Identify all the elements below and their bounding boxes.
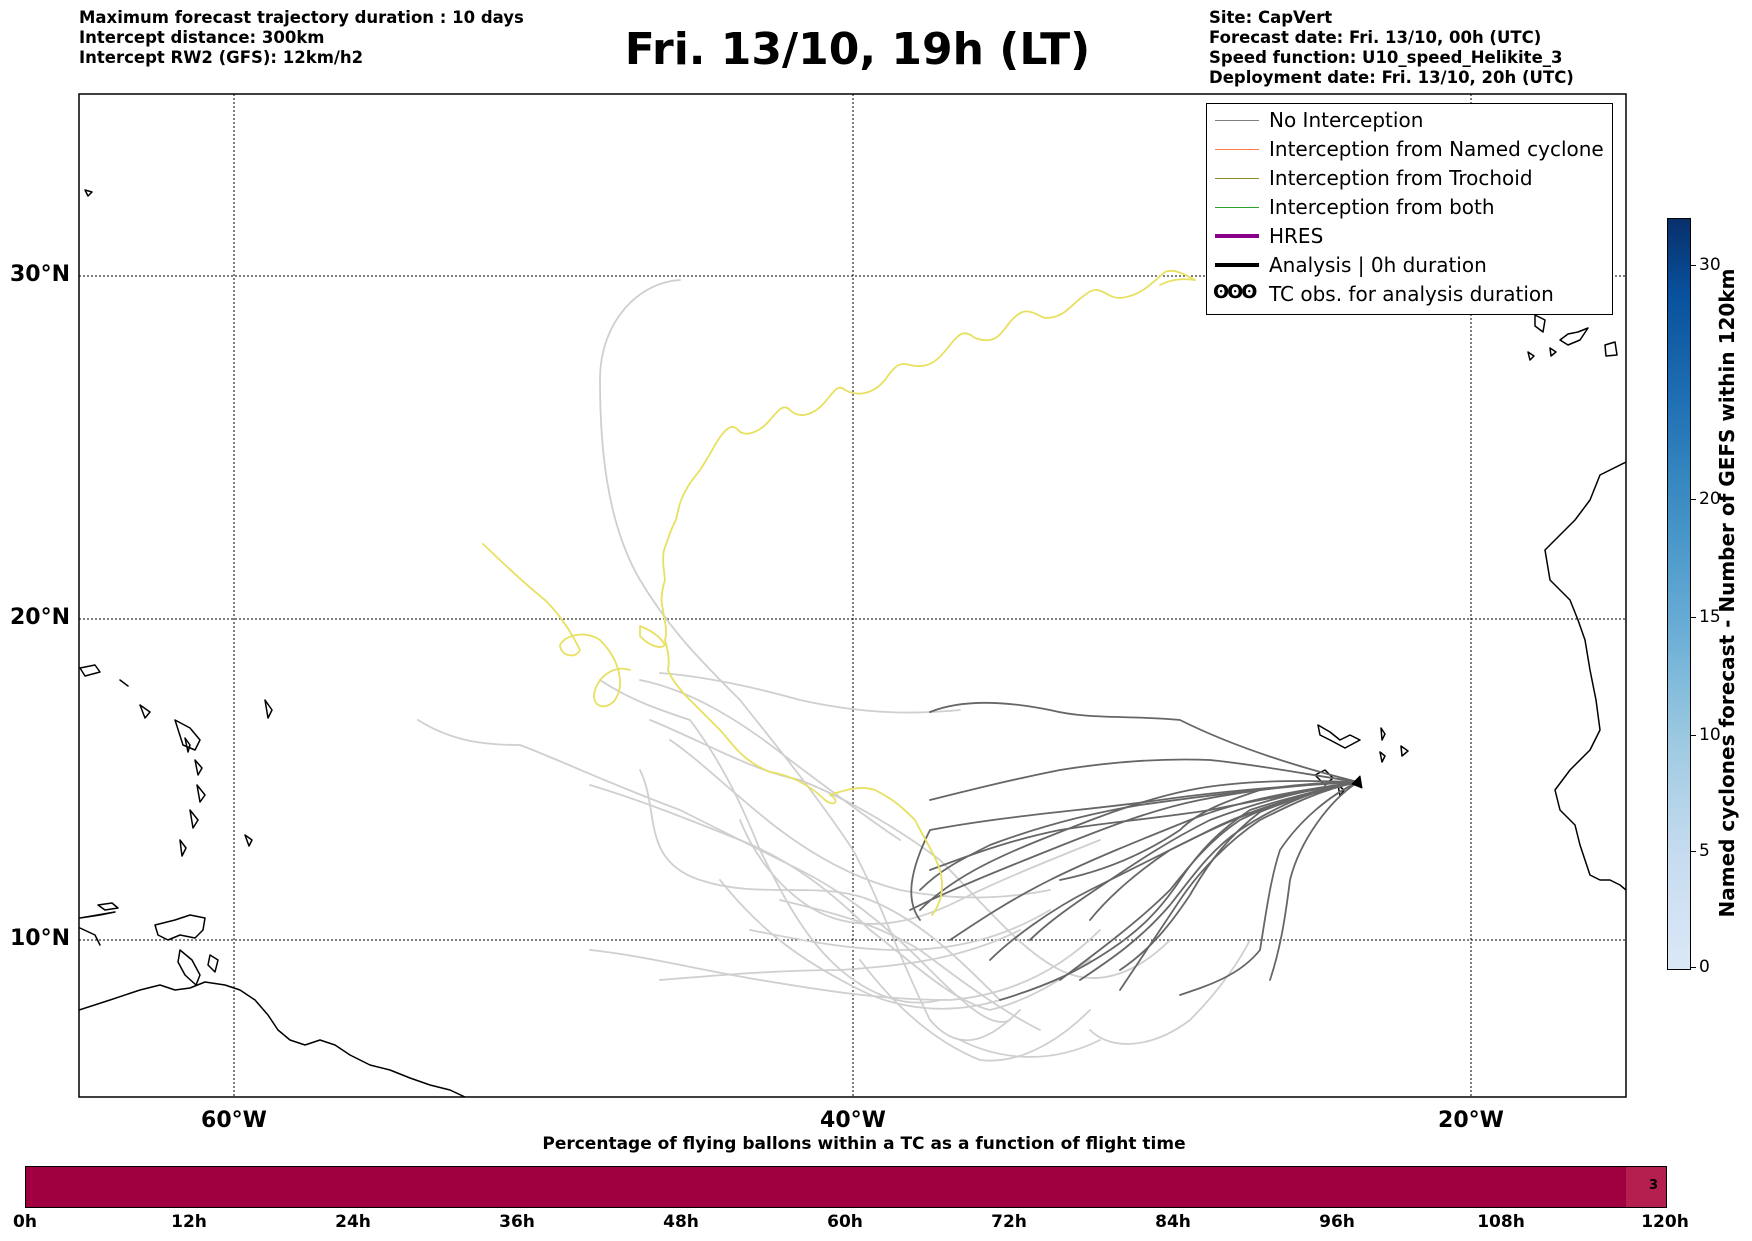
lat-label-10n: 10°N [10, 926, 71, 951]
lon-label-40w: 40°W [820, 1108, 886, 1133]
colorbar-tick [1690, 967, 1696, 968]
colorbar-tick [1690, 499, 1696, 500]
site-marker-capvert [1351, 775, 1363, 789]
legend-item-tc-obs: ʘʘʘ TC obs. for analysis duration [1207, 281, 1612, 307]
colorbar-label-30: 30 [1699, 255, 1721, 275]
trajectory-yellow-trochoid [482, 269, 1196, 916]
header-line-intercept-rw2: Intercept RW2 (GFS): 12km/h2 [79, 48, 364, 67]
flight-time-bar: 3 [25, 1166, 1667, 1208]
lon-label-20w: 20°W [1438, 1108, 1504, 1133]
legend-swatch [1215, 178, 1259, 179]
header-line-deployment-date: Deployment date: Fri. 13/10, 20h (UTC) [1209, 68, 1574, 87]
legend-item-hres: HRES [1207, 223, 1612, 249]
coastlines [79, 189, 1626, 1097]
flight-tick-60h: 60h [827, 1212, 863, 1232]
lat-label-20n: 20°N [10, 605, 71, 630]
colorbar-tick [1690, 851, 1696, 852]
legend-swatch [1215, 207, 1259, 208]
header-line-duration: Maximum forecast trajectory duration : 1… [79, 8, 524, 27]
legend-item-named-cyclone: Interception from Named cyclone [1207, 136, 1612, 162]
colorbar-label-5: 5 [1699, 841, 1710, 861]
flight-tick-48h: 48h [663, 1212, 699, 1232]
legend-label: TC obs. for analysis duration [1269, 282, 1554, 306]
coastline-south-america [79, 981, 466, 1097]
colorbar-label-20: 20 [1699, 489, 1721, 509]
flight-tick-24h: 24h [335, 1212, 371, 1232]
trajectories-no-interception [909, 701, 1359, 1001]
legend-item-trochoid: Interception from Trochoid [1207, 165, 1612, 191]
coastline-canary-islands [1527, 314, 1618, 361]
legend-item-both: Interception from both [1207, 194, 1612, 220]
legend-item-analysis: Analysis | 0h duration [1207, 252, 1612, 278]
tc-symbol-icon: ʘʘʘ [1213, 281, 1257, 303]
legend-label: Interception from both [1269, 195, 1495, 219]
flight-tick-108h: 108h [1477, 1212, 1525, 1232]
flight-tick-72h: 72h [991, 1212, 1027, 1232]
header-line-site: Site: CapVert [1209, 8, 1333, 27]
flight-bar-title: Percentage of flying ballons within a TC… [542, 1134, 1186, 1154]
colorbar-tick [1690, 735, 1696, 736]
flight-tick-120h: 120h [1641, 1212, 1689, 1232]
colorbar-tick [1690, 617, 1696, 618]
legend-label: Interception from Named cyclone [1269, 137, 1604, 161]
legend-label: Analysis | 0h duration [1269, 253, 1487, 277]
flight-tick-0h: 0h [13, 1212, 37, 1232]
coastline-west-edge [84, 189, 93, 197]
header-info-left: Maximum forecast trajectory duration : 1… [79, 8, 524, 68]
flight-tick-96h: 96h [1319, 1212, 1355, 1232]
colorbar-title: Named cyclones forecast - Number of GEFS… [1715, 268, 1739, 918]
colorbar-label-10: 10 [1699, 725, 1721, 745]
lat-label-30n: 30°N [10, 262, 71, 287]
header-line-speed-function: Speed function: U10_speed_Helikite_3 [1209, 48, 1563, 67]
coastline-africa [1544, 461, 1626, 891]
coastline-caribbean-islands [79, 902, 219, 986]
flight-tick-12h: 12h [171, 1212, 207, 1232]
legend-swatch [1215, 234, 1259, 238]
header-info-right: Site: CapVert Forecast date: Fri. 13/10,… [1209, 8, 1574, 88]
lon-label-60w: 60°W [201, 1108, 267, 1133]
legend-label: HRES [1269, 224, 1324, 248]
colorbar-gefs-count [1667, 218, 1691, 970]
map-legend: No Interception Interception from Named … [1206, 103, 1613, 315]
colorbar-label-0: 0 [1699, 957, 1710, 977]
header-line-intercept-distance: Intercept distance: 300km [79, 28, 325, 47]
coastline-lesser-antilles [79, 664, 273, 857]
page-title: Fri. 13/10, 19h (LT) [624, 24, 1091, 75]
trajectories-no-interception-faded [417, 279, 1251, 1062]
flight-bar-count: 3 [1648, 1178, 1658, 1193]
map-frame [78, 93, 1627, 1098]
flight-tick-36h: 36h [499, 1212, 535, 1232]
legend-swatch [1215, 120, 1259, 121]
legend-item-no-interception: No Interception [1207, 107, 1612, 133]
legend-swatch [1215, 263, 1259, 267]
colorbar-label-15: 15 [1699, 607, 1721, 627]
colorbar-tick [1690, 265, 1696, 266]
legend-label: Interception from Trochoid [1269, 166, 1533, 190]
flight-bar-last-cell: 3 [1626, 1167, 1666, 1207]
flight-tick-84h: 84h [1155, 1212, 1191, 1232]
header-line-forecast-date: Forecast date: Fri. 13/10, 00h (UTC) [1209, 28, 1542, 47]
legend-label: No Interception [1269, 108, 1424, 132]
legend-swatch [1215, 149, 1259, 150]
